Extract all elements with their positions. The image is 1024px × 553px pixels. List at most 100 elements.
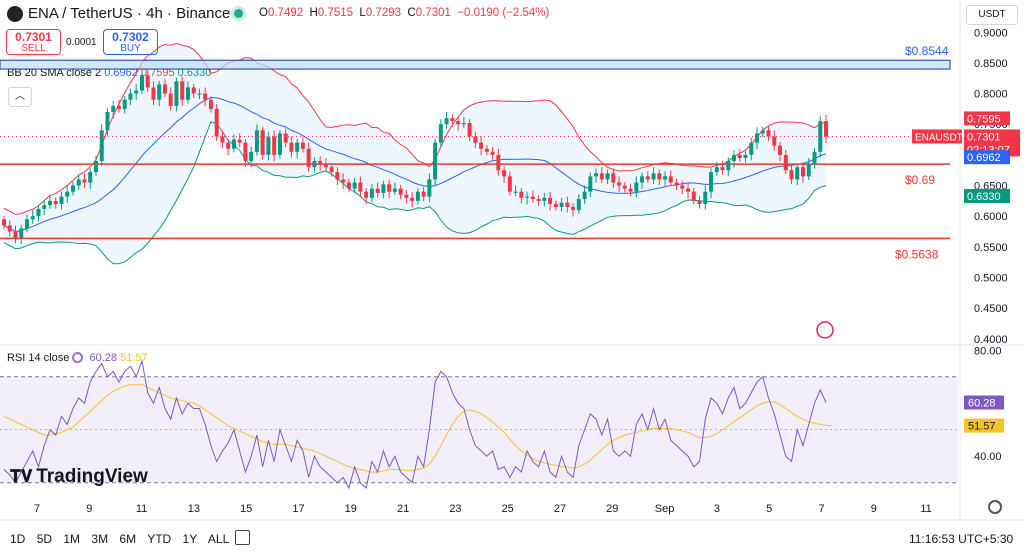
candle-body <box>111 105 116 112</box>
rsi-band <box>0 376 958 483</box>
candle-body <box>410 197 415 201</box>
candle-body <box>19 228 24 238</box>
candle-body <box>617 182 622 186</box>
candle-body <box>536 199 541 201</box>
candle-body <box>116 105 121 109</box>
candle-body <box>611 173 616 183</box>
candle-body <box>231 139 236 149</box>
timeframe-6m[interactable]: 6M <box>119 532 137 546</box>
time-axis-tick: 23 <box>449 503 461 515</box>
candle-body <box>70 185 75 192</box>
axis-price-box <box>964 188 1010 203</box>
candle-body <box>778 145 783 155</box>
rsi-line <box>3 358 827 490</box>
candle-body <box>484 148 489 152</box>
candle-body <box>128 93 133 100</box>
timeframe-3m[interactable]: 3M <box>91 532 109 546</box>
candle-body <box>59 196 64 204</box>
ohlc-key: O <box>259 7 268 19</box>
timeframe-1m[interactable]: 1M <box>63 532 81 546</box>
ohlc-change: −0.0190 (−2.54%) <box>457 7 550 19</box>
candle-body <box>277 133 282 155</box>
candle-body <box>438 124 443 143</box>
clock[interactable]: 11:16:53 UTC+5:30 <box>909 532 1014 546</box>
candle-body <box>289 142 294 152</box>
candle-body <box>151 87 156 100</box>
candle-body <box>105 111 110 131</box>
sell-label: SELL <box>21 43 46 54</box>
candle-body <box>795 167 800 180</box>
candle-body <box>720 167 725 171</box>
candle-body <box>272 136 277 155</box>
candle-body <box>559 202 564 208</box>
candle-body <box>467 123 472 137</box>
candle-body <box>789 170 794 180</box>
candle-body <box>806 164 811 177</box>
time-axis-tick: 9 <box>871 503 877 515</box>
candle-body <box>582 191 587 200</box>
candle-body <box>2 219 6 226</box>
chevron-up-icon: ︿ <box>15 91 25 102</box>
candle-body <box>329 167 334 173</box>
ohlc-value: 0.7492 <box>267 7 304 19</box>
candle-body <box>743 154 748 158</box>
candle-body <box>450 118 455 122</box>
time-axis-tick: 13 <box>188 503 200 515</box>
axis-price-box <box>964 111 1010 126</box>
timeframe-5d[interactable]: 5D <box>36 532 53 546</box>
rsi-value-box <box>964 395 1004 410</box>
candle-body <box>243 142 248 162</box>
candle-body <box>433 142 438 180</box>
sell-price: 0.7301 <box>15 30 52 44</box>
time-axis-tick: 9 <box>86 503 92 515</box>
flash-icon <box>816 321 834 339</box>
rsi-ma-value: 51.57 <box>120 352 148 364</box>
candle-body <box>174 81 179 106</box>
time-axis-tick: 11 <box>136 503 147 515</box>
bb-mid-line <box>3 97 827 233</box>
candle-body <box>461 123 466 125</box>
timeframe-1d[interactable]: 1D <box>10 532 26 546</box>
timeframe-all[interactable]: ALL <box>207 532 230 546</box>
rsi-legend[interactable]: RSI 14 close 60.28 51.57 <box>7 352 148 364</box>
symbol-title[interactable]: ENA / TetherUS · 4h · Binance <box>28 5 231 22</box>
brand-text: TradingView <box>36 466 148 487</box>
axis-price-box <box>964 129 1020 144</box>
rsi-label: RSI 14 close <box>7 352 70 364</box>
candle-body <box>599 173 604 180</box>
currency-selector[interactable]: USDT <box>966 5 1018 25</box>
time-axis-tick: 7 <box>818 503 824 515</box>
candle-body <box>634 182 639 192</box>
candle-body <box>576 199 581 211</box>
calendar-icon[interactable] <box>235 530 250 545</box>
time-axis-tick: 27 <box>554 503 566 515</box>
candle-body <box>30 216 35 220</box>
symbol-logo-icon[interactable] <box>7 6 23 22</box>
cycle-icon <box>72 352 84 363</box>
collapse-legend-button[interactable]: ︿ <box>8 87 32 107</box>
bb-lower-value: 0.6330 <box>177 67 212 79</box>
settings-gear-icon[interactable] <box>988 500 1002 514</box>
axis-price-label: 0.6962 <box>967 152 1001 164</box>
candle-body <box>548 197 553 204</box>
candle-body <box>657 173 662 180</box>
ohlc-key: L <box>359 7 366 19</box>
candle-body <box>53 200 58 204</box>
candle-body <box>421 191 426 197</box>
sell-button[interactable]: 0.7301 SELL <box>6 29 61 55</box>
buy-button[interactable]: 0.7302 BUY <box>103 29 158 55</box>
timeframe-1y[interactable]: 1Y <box>182 532 198 546</box>
candle-body <box>490 151 495 155</box>
ohlc-value: 0.7293 <box>365 7 402 19</box>
time-axis-tick: 19 <box>345 503 357 515</box>
time-axis-tick: Sep <box>655 503 675 515</box>
level-label: $0.5638 <box>895 247 939 261</box>
symbol-tag-box <box>912 129 962 144</box>
candle-body <box>766 130 771 137</box>
price-axis-tick: 0.4000 <box>974 334 1008 346</box>
candle-body <box>375 188 380 193</box>
timeframe-ytd[interactable]: YTD <box>147 532 172 546</box>
candle-body <box>358 182 363 192</box>
candle-body <box>295 142 300 152</box>
